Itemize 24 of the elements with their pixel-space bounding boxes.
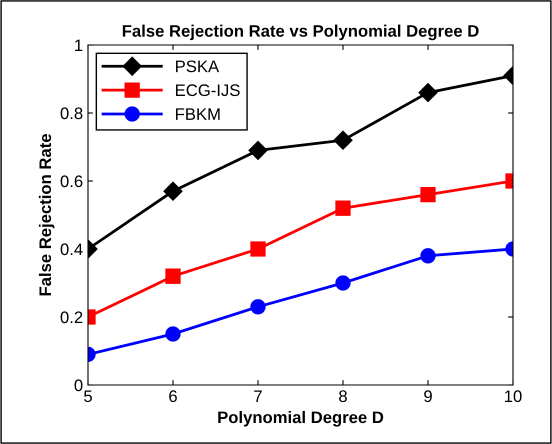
x-tick-label: 9 [424,390,432,402]
point [250,299,266,314]
point [335,200,351,216]
x-tick-label: 10 [505,390,522,402]
point [335,275,351,291]
x-tick-label: 5 [84,390,92,402]
point [333,130,353,150]
y-tick-label: 0.2 [60,311,82,324]
x-axis-title: Polynomial Degree D [218,410,384,427]
y-tick-label: 0 [74,379,82,392]
y-tick-label: 0.6 [60,175,82,188]
x-tick-label: 6 [169,390,177,402]
y-tick-label: 0.4 [60,243,83,256]
y-tick-label: 1 [75,40,82,52]
y-tick-label: 0.8 [60,107,82,120]
point [248,140,268,160]
y-axis-title: False Rejection Rate [38,134,54,296]
point [250,241,266,257]
legend-label: PSKA [176,60,220,72]
legend-label: FBKM [176,108,220,120]
x-tick-label: 7 [254,390,262,402]
legend-label: ECG-IJS [176,84,240,96]
chart-title: False Rejection Rate vs Polynomial Degree D [122,24,479,40]
x-tick-label: 8 [339,390,347,402]
